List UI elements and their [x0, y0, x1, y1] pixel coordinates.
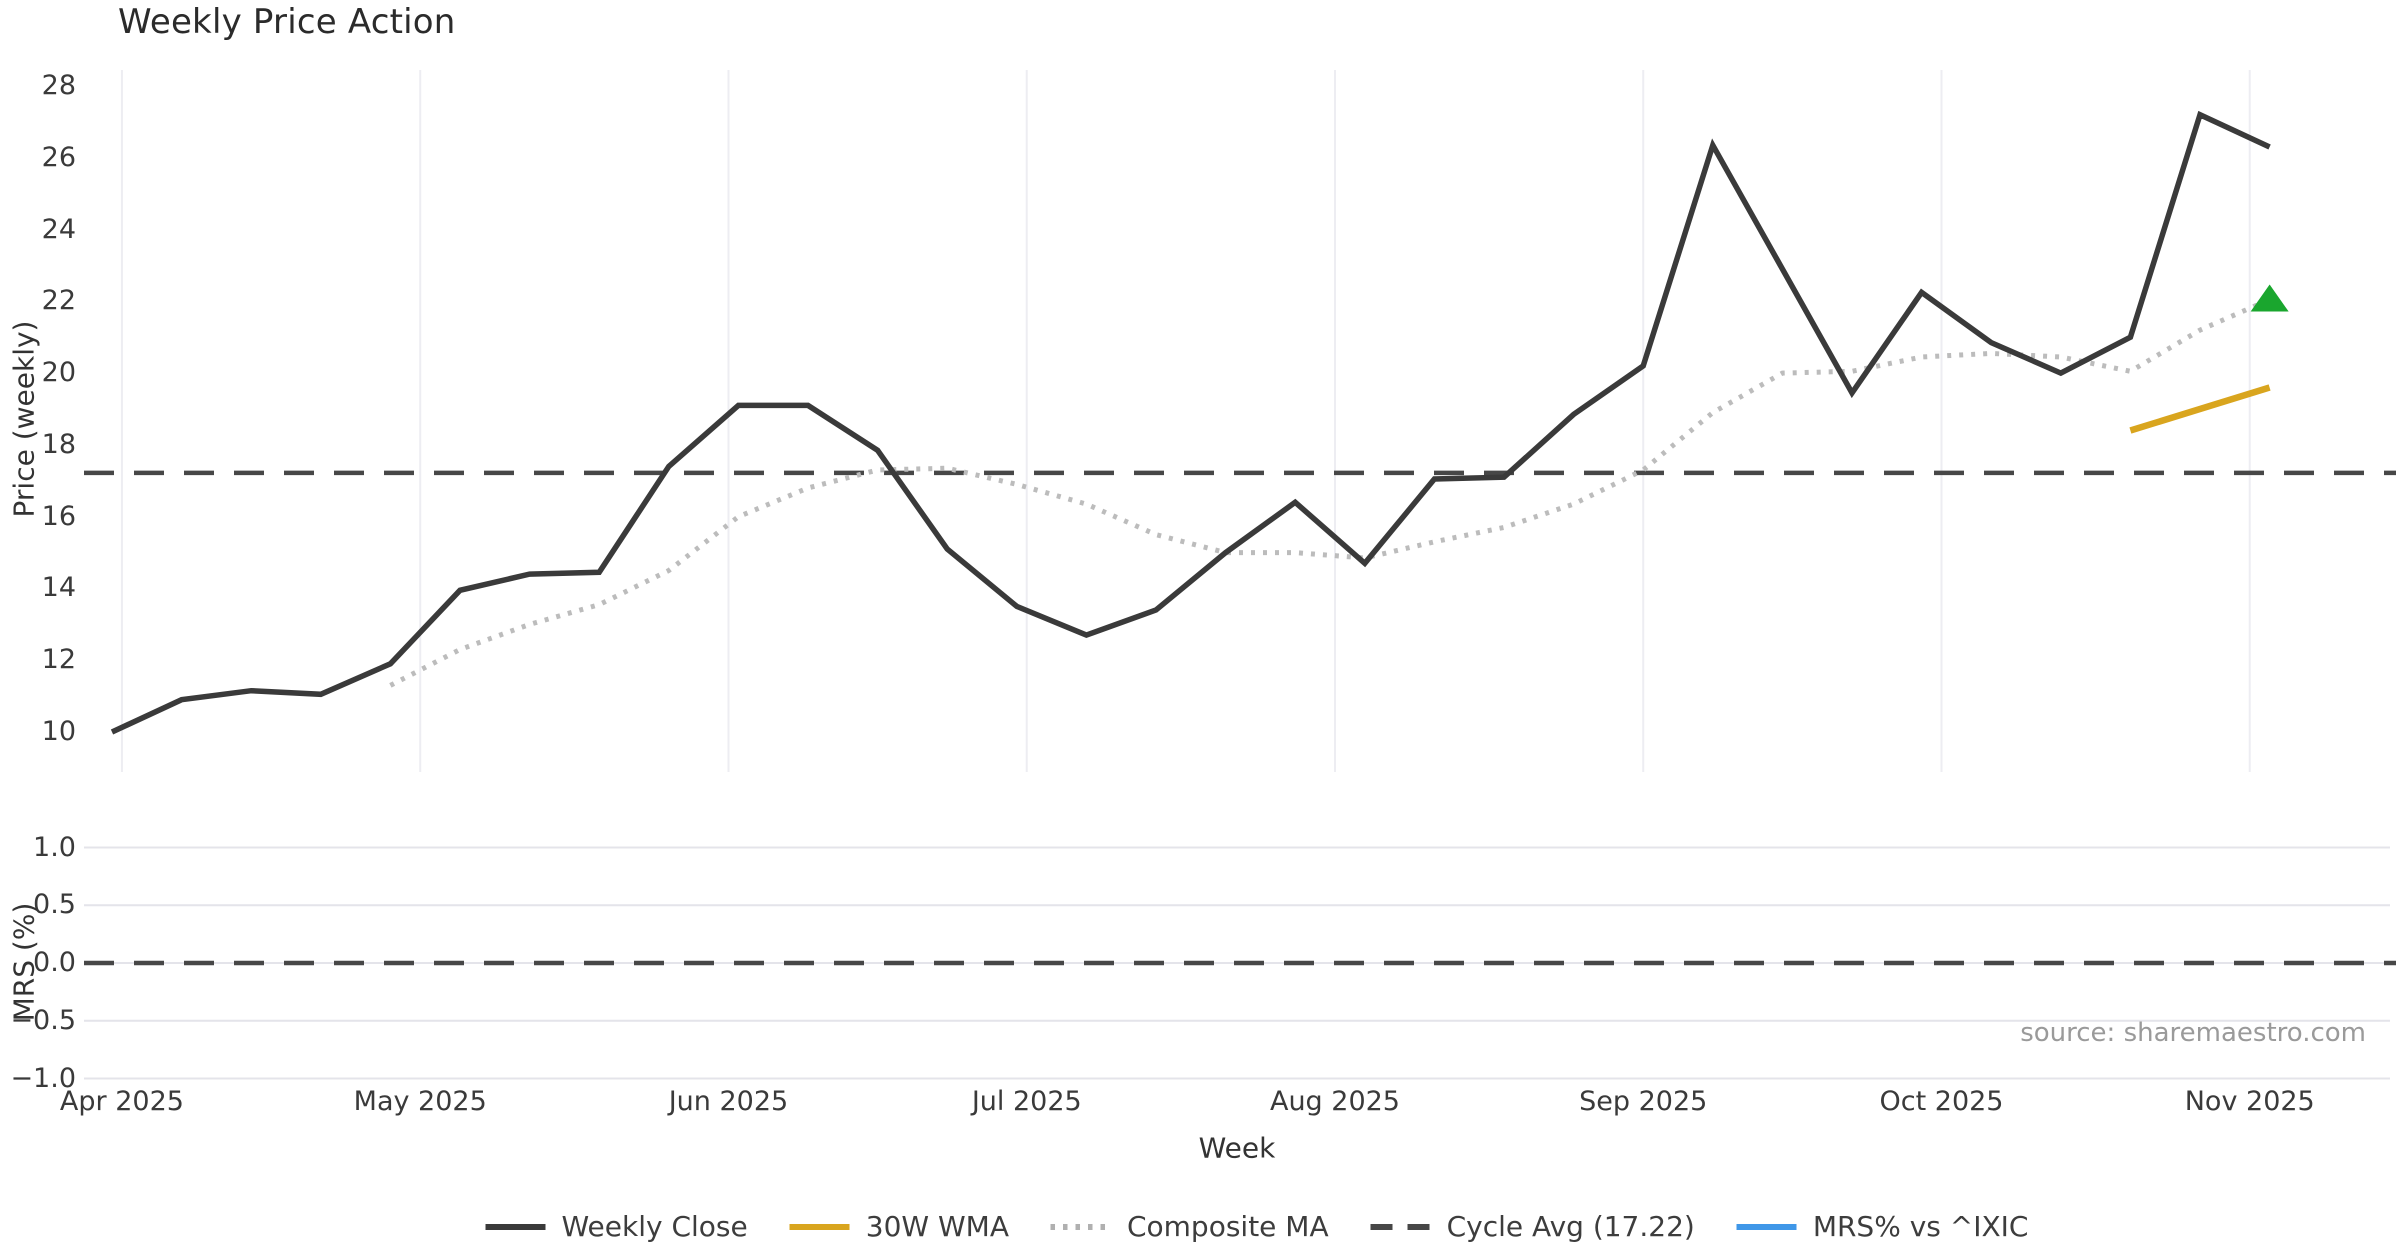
- chart-title: Weekly Price Action: [118, 2, 456, 42]
- legend-label: Weekly Close: [561, 1210, 748, 1243]
- price-tick-label: 24: [41, 213, 76, 245]
- legend-label: Cycle Avg (17.22): [1446, 1210, 1695, 1243]
- x-tick-label: Jul 2025: [971, 1086, 1082, 1117]
- composite-ma-line: [389, 297, 2271, 688]
- price-tick-label: 26: [41, 141, 76, 173]
- price-tick-label: 18: [41, 428, 76, 460]
- x-tick-label: May 2025: [353, 1086, 487, 1117]
- legend-item: MRS% vs ^IXIC: [1735, 1210, 2029, 1243]
- legend-solid-line-swatch-icon: [485, 1223, 546, 1230]
- price-tick-label: 20: [41, 357, 76, 389]
- legend-item: 30W WMA: [788, 1210, 1009, 1243]
- price-tick-label: 10: [41, 716, 76, 748]
- legend-dashed-line-swatch-icon: [1370, 1223, 1431, 1230]
- price-tick-label: 12: [41, 644, 76, 676]
- x-tick-label: Jun 2025: [668, 1086, 789, 1117]
- legend-item: Composite MA: [1049, 1210, 1329, 1243]
- legend-solid-line-swatch-icon: [1736, 1223, 1797, 1230]
- legend-dotted-line-swatch-icon: [1050, 1223, 1111, 1230]
- x-tick-label: Nov 2025: [2184, 1086, 2315, 1117]
- x-tick-label: Sep 2025: [1579, 1086, 1708, 1117]
- source-note: source: sharemaestro.com: [2020, 1018, 2366, 1048]
- price-tick-label: 14: [41, 572, 76, 604]
- price-tick-label: 28: [41, 70, 76, 101]
- legend-label: Composite MA: [1126, 1210, 1329, 1243]
- legend-label: MRS% vs ^IXIC: [1812, 1210, 2029, 1243]
- mrs-tick-label: 1.0: [33, 831, 76, 863]
- mrs-axis-title: MRS (%): [7, 902, 41, 1022]
- legend-label: 30W WMA: [865, 1210, 1009, 1243]
- mrs-tick-label: 0.5: [33, 889, 76, 921]
- price-tick-label: 16: [41, 500, 76, 532]
- x-tick-label: Aug 2025: [1269, 1086, 1400, 1117]
- x-tick-label: Apr 2025: [59, 1086, 184, 1117]
- legend-item: Cycle Avg (17.22): [1369, 1210, 1695, 1243]
- composite-end-triangle-up-icon: [2250, 284, 2289, 312]
- wma-line: [2129, 384, 2271, 434]
- price-tick-label: 22: [41, 285, 76, 317]
- x-axis-title: Week: [1198, 1131, 1276, 1165]
- legend-solid-line-swatch-icon: [789, 1223, 850, 1230]
- legend-item: Weekly Close: [484, 1210, 748, 1243]
- mrs-tick-label: 0.0: [33, 947, 76, 978]
- x-tick-label: Oct 2025: [1879, 1086, 2004, 1117]
- mrs-tick-label: −1.0: [10, 1062, 76, 1094]
- weekly-close-line: [110, 110, 2271, 735]
- mrs-tick-label: −0.5: [10, 1004, 76, 1036]
- chart-legend: Weekly Close 30W WMA Composite MA Cycle Avg…: [484, 1210, 2029, 1243]
- price-axis-title: Price (weekly): [7, 320, 41, 518]
